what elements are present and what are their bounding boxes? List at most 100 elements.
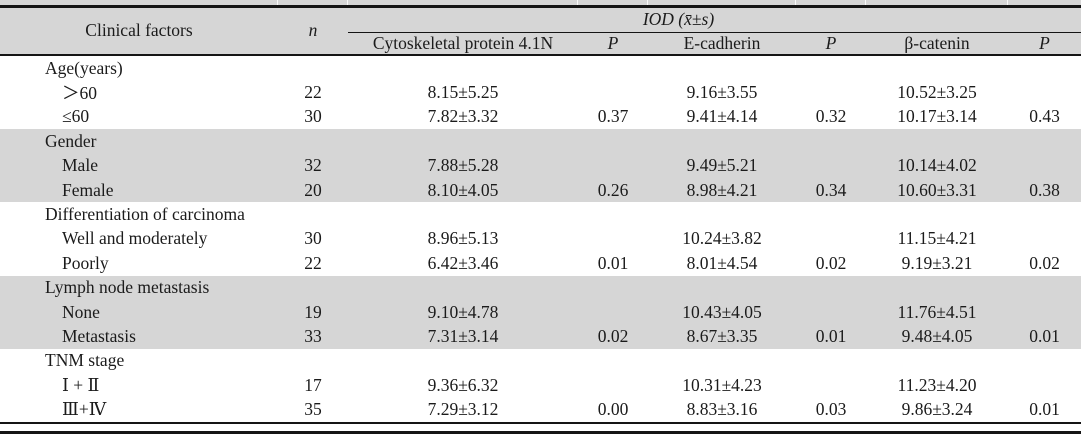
cell-value: 10.43±4.05: [682, 301, 762, 322]
cell-value: 19: [304, 301, 322, 322]
cell-value: 0.02: [815, 252, 847, 273]
cell-value: 0.02: [1029, 252, 1060, 273]
cell-value: 32: [304, 155, 322, 176]
cell-value: 0.38: [1029, 179, 1060, 200]
cell-value: 8.01±4.54: [686, 252, 758, 273]
cell-value: 9.41±4.14: [686, 106, 758, 127]
table-row: Ⅰ + Ⅱ 17 9.36±6.32 10.31±4.23 11.23±4.20: [0, 373, 1081, 397]
cell-value: 30: [304, 106, 322, 127]
table-bottom-rule-thick: [0, 430, 1081, 434]
cell-value: 9.10±4.78: [427, 301, 499, 322]
cell-value: 0.01: [1029, 399, 1060, 420]
table-row: Ⅲ+Ⅳ 35 7.29±3.12 0.00 8.83±3.16 0.03 9.86±3.24…: [0, 397, 1081, 421]
column-header-p3: P: [1039, 32, 1050, 53]
column-separator: [866, 0, 1008, 5]
column-header-beta-catenin: β-catenin: [904, 32, 970, 53]
table-row: Male 32 7.88±5.28 9.49±5.21 10.14±4.02: [0, 153, 1081, 178]
cell-value: 11.76±4.51: [897, 301, 977, 322]
column-separator: [648, 0, 796, 5]
row-label: ＞60: [62, 83, 97, 104]
column-header-clinical-factors: Clinical factors: [85, 20, 193, 40]
cell-value: 8.96±5.13: [427, 228, 499, 249]
cell-value: 0.37: [597, 106, 629, 127]
cell-value: 35: [304, 399, 322, 420]
cell-value: 0.26: [597, 179, 629, 200]
row-label: Female: [62, 179, 114, 200]
cell-value: 7.88±5.28: [427, 155, 499, 176]
column-separator: [578, 0, 648, 5]
cell-value: 6.42±3.46: [427, 252, 499, 273]
cell-value: 0.32: [815, 106, 847, 127]
cell-value: 0.01: [597, 252, 629, 273]
cell-value: 8.98±4.21: [686, 179, 758, 200]
table-row: Well and moderately 30 8.96±5.13 10.24±3.82…: [0, 227, 1081, 251]
column-header-p2: P: [825, 32, 837, 53]
column-header-p1: P: [607, 32, 619, 53]
row-label: Ⅲ+Ⅳ: [62, 399, 107, 420]
group-label: Gender: [45, 130, 97, 151]
cell-value: 8.10±4.05: [427, 179, 499, 200]
column-separator: [0, 0, 278, 5]
group-label: Differentiation of carcinoma: [45, 204, 245, 225]
cell-value: 33: [304, 325, 322, 346]
row-label: Metastasis: [62, 325, 136, 346]
group-row: TNM stage: [0, 349, 1081, 373]
column-header-n: n: [308, 20, 318, 40]
column-header-cytoskeletal-protein: Cytoskeletal protein 4.1N: [372, 32, 554, 53]
group-row: Differentiation of carcinoma: [0, 202, 1081, 226]
table-row: ≤60 30 7.82±3.32 0.37 9.41±4.14 0.32 10.17±3.1…: [0, 105, 1081, 129]
iod-spanner-label: IOD (x̄±s): [642, 9, 715, 29]
group-row: Age(years): [0, 56, 1081, 80]
cell-value: 9.49±5.21: [686, 155, 758, 176]
cell-value: 9.86±3.24: [901, 399, 973, 420]
row-label: ≤60: [62, 106, 90, 127]
cell-value: 0.01: [815, 325, 847, 346]
table-bottom-rule-gap: [0, 423, 1081, 431]
group-label: Age(years): [45, 57, 123, 78]
column-separator: [278, 0, 348, 5]
cell-value: 0.43: [1029, 106, 1060, 127]
header-bottom-rule: [0, 53, 1081, 56]
cell-value: 8.83±3.16: [686, 399, 758, 420]
cell-value: 9.36±6.32: [427, 374, 499, 395]
cell-value: 9.19±3.21: [901, 252, 973, 273]
cell-value: 10.60±3.31: [897, 179, 977, 200]
cell-value: 7.31±3.14: [427, 325, 499, 346]
cell-value: 0.34: [815, 179, 847, 200]
cell-value: 20: [304, 179, 322, 200]
cell-value: 11.23±4.20: [897, 374, 977, 395]
column-separator: [796, 0, 866, 5]
column-separator: [348, 0, 578, 5]
column-separator: [1008, 0, 1081, 5]
table-bottom-rule-thin: [0, 421, 1081, 424]
row-label: Ⅰ + Ⅱ: [62, 374, 100, 395]
table-row: Poorly 22 6.42±3.46 0.01 8.01±4.54 0.02 9.19±3…: [0, 251, 1081, 275]
cell-value: 0.00: [597, 399, 629, 420]
table-row: ＞60 22 8.15±5.25 9.16±3.55 10.52±3.25: [0, 80, 1081, 104]
cell-value: 22: [304, 252, 322, 273]
row-label: Poorly: [62, 252, 109, 273]
cell-value: 10.14±4.02: [897, 155, 977, 176]
cell-value: 9.48±4.05: [901, 325, 973, 346]
table-row: Female 20 8.10±4.05 0.26 8.98±4.21 0.34 10.60±…: [0, 177, 1081, 203]
row-label: Well and moderately: [62, 228, 208, 249]
cell-value: 10.24±3.82: [682, 228, 762, 249]
row-label: None: [62, 301, 100, 322]
table-top-strip: [0, 0, 1081, 5]
cell-value: 0.01: [1029, 325, 1060, 346]
table-top-rule: [0, 5, 1081, 8]
cell-value: 30: [304, 228, 322, 249]
cell-value: 8.67±3.35: [686, 325, 758, 346]
table-header: Clinical factors n IOD (x̄±s) Cytoskelet…: [0, 7, 1081, 54]
cell-value: 0.03: [815, 399, 847, 420]
cell-value: 10.31±4.23: [682, 374, 762, 395]
cell-value: 7.82±3.32: [427, 106, 499, 127]
cell-value: 22: [304, 82, 322, 103]
column-spanner-iod: IOD (x̄±s): [348, 8, 1081, 33]
cell-value: 9.16±3.55: [686, 82, 758, 103]
cell-value: 7.29±3.12: [427, 399, 499, 420]
cell-value: 0.02: [597, 325, 629, 346]
cell-value: 10.17±3.14: [897, 106, 977, 127]
group-label: TNM stage: [45, 350, 125, 371]
